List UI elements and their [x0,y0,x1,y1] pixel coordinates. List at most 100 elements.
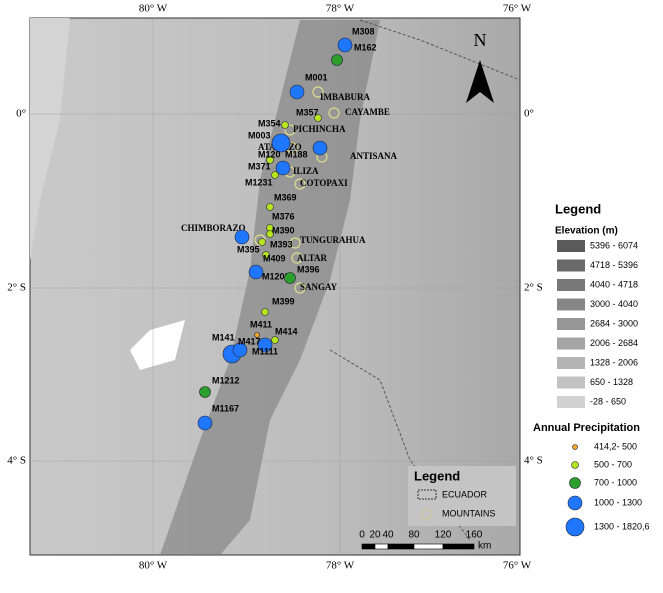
station-marker [254,332,260,338]
precipitation-class: 1300 - 1820,6 [594,521,650,531]
elevation-class: 1328 - 2006 [590,357,638,367]
station-label: M308 [352,26,375,36]
inner-legend-item: ECUADOR [442,489,488,499]
border [329,19,521,541]
inner-legend-item: MOUNTAINS [442,508,495,518]
scale-label: 80 [408,530,420,541]
station-label: M390 [272,225,295,235]
station-marker [257,337,273,353]
station-marker [261,308,269,316]
precipitation-class: 414,2- 500 [594,441,637,451]
mountain-label: SANGAY [300,282,338,292]
station-marker [266,156,274,164]
scale-segment [442,543,475,550]
station-marker [284,272,296,284]
mountain-marker [294,282,306,294]
station-label: M357 [296,107,319,117]
station-label: M1212 [212,375,240,385]
precipitation-swatch [567,495,583,511]
precipitation-class: 1000 - 1300 [594,497,642,507]
mountain-marker [294,178,306,190]
scale-label: 160 [466,530,483,541]
station-label: M376 [272,211,295,221]
station-marker [271,133,291,153]
precipitation-title: Annual Precipitation [533,422,640,434]
precipitation-swatch [571,461,579,469]
elevation-class: 2684 - 3000 [590,318,638,328]
scale-segment [387,543,415,550]
station-label: M001 [305,72,328,82]
mountain-label: ANTISANA [350,151,398,161]
precipitation-class: 500 - 700 [594,459,632,469]
station-marker [331,54,343,66]
precipitation-class: 700 - 1000 [594,477,637,487]
mountain-marker [291,252,303,264]
station-label: M371 [248,161,271,171]
elevation-swatch [557,240,585,252]
lat-label: 0° [16,108,26,120]
lat-label: 4° S [7,455,26,467]
station-marker [266,203,274,211]
precipitation-swatch [572,444,578,450]
gulf [130,320,185,370]
scale-label: 40 [382,530,394,541]
station-label: M414 [275,326,298,336]
elevation-class: 2006 - 2684 [590,338,638,348]
mountain-marker [289,237,301,249]
inner-legend-title: Legend [414,468,460,483]
station-label: M1231 [245,177,273,187]
elevation-class: 4040 - 4718 [590,279,638,289]
elevation-swatch [557,376,585,389]
station-label: M188 [285,149,308,159]
station-label: M1203 [262,271,290,281]
elevation-swatch [557,396,585,408]
station-label: M120 [258,149,281,159]
station-label: M162 [354,42,377,52]
scale-segment [361,543,376,550]
station-label: M1111 [252,346,278,356]
station-marker [312,140,328,156]
lat-label: 2° S [524,282,543,294]
elevation-swatch [557,279,585,291]
mountain-label: ALTAR [297,253,328,263]
station-marker [281,121,289,129]
station-marker [234,229,250,245]
elevation-swatch [557,337,585,350]
station-label: M1167 [212,403,239,413]
elevation-swatch [557,298,585,311]
station-label: M354 [258,118,281,128]
mountain-marker [284,124,296,136]
lon-label: 76° W [503,3,532,15]
ecuador-swatch [417,489,437,500]
coast [30,18,70,260]
elevation-swatch [557,259,585,272]
station-label: M399 [272,296,295,306]
station-marker [271,171,279,179]
elevation-title: Elevation (m) [555,226,618,237]
station-label: M395 [237,244,260,254]
station-label: M417 [238,336,261,346]
elevation-class: 3000 - 4040 [590,299,638,309]
scale-label: 20 [369,530,381,541]
lat-label: 0° [524,108,534,120]
mountain-label: CHIMBORAZO [181,223,246,233]
mountain-marker [328,107,340,119]
scale-label: 0 [359,530,365,541]
station-marker [197,415,213,431]
station-marker [248,264,264,280]
lon-label: 78° W [326,560,355,572]
station-marker [199,386,211,398]
legend-title: Legend [555,201,601,216]
mountain-label: ILIZA [293,166,319,176]
station-marker [289,84,305,100]
elevation-class: -28 - 650 [590,396,626,406]
elevation-class: 650 - 1328 [590,377,633,387]
mountain-label: TUNGURAHUA [300,235,366,245]
lon-label: 80° W [139,560,168,572]
scale-segment [374,543,389,550]
station-marker [275,160,291,176]
station-marker [266,230,274,238]
lat-label: 2° S [7,282,26,294]
station-marker [337,37,353,53]
lat-label: 4° S [524,455,543,467]
